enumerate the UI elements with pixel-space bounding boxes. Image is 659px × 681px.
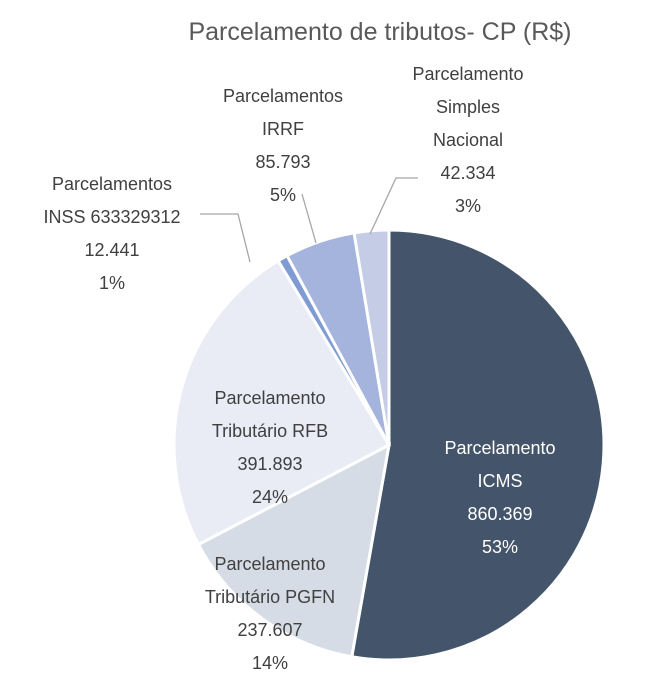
chart-title: Parcelamento de tributos- CP (R$) — [188, 18, 572, 46]
percent-label: 24% — [251, 487, 289, 507]
data-label: Parcelamentos INSS 633329312 12.441 1% — [32, 168, 192, 300]
percent-label: 3% — [454, 196, 481, 216]
value-label: 12.441 — [84, 240, 140, 260]
value-label: 391.893 — [237, 454, 303, 474]
pie-slice — [172, 258, 392, 547]
percent-label: 5% — [269, 185, 296, 205]
category: Parcelamento ICMS — [444, 438, 556, 491]
data-label: Parcelamento Simples Nacional 42.334 3% — [403, 58, 533, 223]
percent-label: 14% — [251, 653, 289, 673]
leader-lines — [200, 177, 418, 263]
pie-slice — [196, 442, 392, 659]
value-label: 237.607 — [237, 620, 303, 640]
slices — [172, 228, 606, 662]
data-label: Parcelamento Tributário RFB 391.893 24% — [190, 382, 350, 514]
value-label: 85.793 — [255, 152, 311, 172]
leader-line — [301, 193, 317, 244]
category: Parcelamentos INSS 633329312 — [43, 174, 181, 227]
value-label: 860.369 — [467, 504, 533, 524]
pie-slice — [350, 228, 606, 662]
category: Parcelamento Tributário PGFN — [204, 554, 336, 607]
percent-label: 1% — [98, 273, 125, 293]
category: Parcelamento Tributário RFB — [211, 388, 329, 441]
data-label: Parcelamento ICMS 860.369 53% — [420, 432, 580, 564]
percent-label: 53% — [481, 537, 519, 557]
data-label: Parcelamento Tributário PGFN 237.607 14% — [175, 548, 365, 680]
data-label: Parcelamentos IRRF 85.793 5% — [203, 80, 363, 212]
value-label: 42.334 — [440, 163, 496, 183]
category: Parcelamento Simples Nacional — [412, 64, 524, 150]
category: Parcelamentos IRRF — [222, 86, 344, 139]
leader-line — [369, 177, 418, 235]
leader-line — [200, 213, 251, 263]
